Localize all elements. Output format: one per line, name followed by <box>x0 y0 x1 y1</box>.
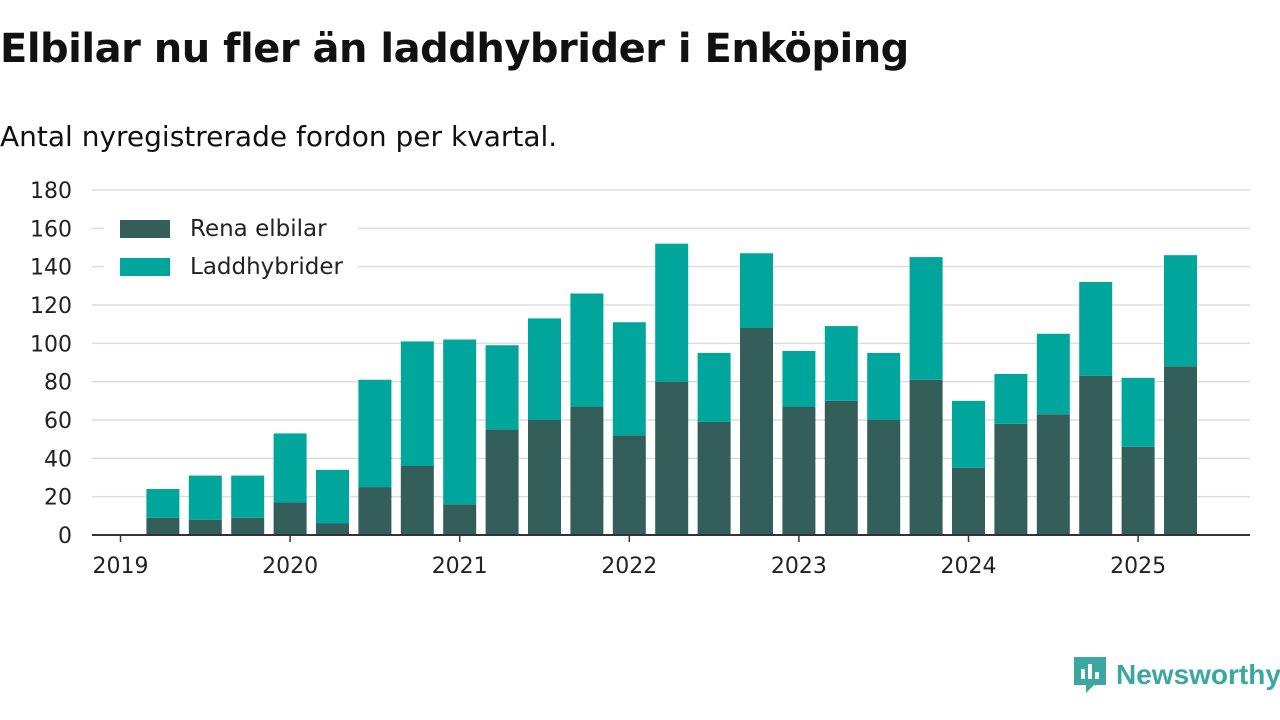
bar-segment <box>952 467 985 535</box>
bar-segment <box>612 322 646 436</box>
bar-segment <box>994 423 1028 535</box>
bar-segment <box>273 433 307 503</box>
bar-segment <box>1164 255 1197 367</box>
bar-segment <box>358 487 392 535</box>
newsworthy-logo-icon <box>1074 657 1106 693</box>
bar-segment <box>909 257 943 380</box>
x-tick-label: 2022 <box>601 554 657 579</box>
x-tick-label: 2020 <box>262 554 318 579</box>
bar-segment <box>782 406 816 535</box>
bar-segment <box>1121 446 1155 535</box>
legend-label: Laddhybrider <box>190 254 343 280</box>
y-tick-label: 140 <box>30 256 72 281</box>
bar-segment <box>485 429 519 535</box>
y-tick-label: 180 <box>30 179 72 204</box>
bar-segment <box>909 379 943 535</box>
stacked-bar-chart: 0 20 40 60 80 100 120 140 160 180 2019 2020 2021 2022… <box>30 179 1250 579</box>
y-tick-label: 20 <box>44 486 72 511</box>
legend-swatch <box>120 220 170 238</box>
bar-segment <box>655 381 689 535</box>
y-tick-label: 100 <box>30 332 72 357</box>
bar-segment <box>994 374 1028 424</box>
brand-logo: Newsworthy <box>1072 655 1280 695</box>
bar-segment <box>528 420 561 535</box>
chart-title: Elbilar nu fler än laddhybrider i Enköpi… <box>0 26 909 72</box>
y-tick-label: 40 <box>44 447 72 472</box>
bar-segment <box>824 326 858 401</box>
y-tick-label: 0 <box>58 524 72 549</box>
bar-segment <box>231 517 265 535</box>
brand-name: Newsworthy <box>1116 659 1280 690</box>
bar-segment <box>485 345 519 430</box>
legend-label: Rena elbilar <box>190 216 327 242</box>
bar-segment <box>1079 282 1113 376</box>
bar-segment <box>952 400 985 468</box>
bar-segment <box>867 420 901 535</box>
bar-segment <box>188 519 222 535</box>
x-tick-label: 2024 <box>941 554 997 579</box>
bar-segment <box>570 293 604 407</box>
x-tick-label: 2025 <box>1110 554 1166 579</box>
bar-segment <box>824 400 858 535</box>
y-tick-label: 120 <box>30 294 72 319</box>
bar-segment <box>1036 333 1070 415</box>
bar-segment <box>358 379 392 488</box>
bar-segment <box>655 243 689 382</box>
bar-segment <box>400 341 434 466</box>
y-tick-label: 160 <box>30 217 72 242</box>
bar-segment <box>273 502 307 535</box>
bar-segment <box>188 475 222 520</box>
bar-segment <box>316 523 349 535</box>
x-tick-label: 2019 <box>93 554 149 579</box>
bar-segment <box>1079 375 1113 535</box>
chart-subtitle: Antal nyregistrerade fordon per kvartal. <box>0 120 558 153</box>
bar-segment <box>528 318 561 420</box>
bar-segment <box>782 351 816 407</box>
bar-segment <box>740 253 773 328</box>
bar-segment <box>740 328 773 535</box>
bar-segment <box>1036 414 1070 535</box>
bar-segment <box>316 469 349 524</box>
bar-segment <box>612 435 646 535</box>
bar-segment <box>146 517 180 535</box>
bar-segment <box>1164 366 1197 535</box>
x-tick-label: 2023 <box>771 554 827 579</box>
bar-segment <box>443 504 477 535</box>
bar-segment <box>231 475 265 518</box>
legend-swatch <box>120 258 170 276</box>
bar-segment <box>697 421 731 535</box>
y-tick-label: 60 <box>44 409 72 434</box>
bar-segment <box>146 489 180 518</box>
x-tick-label: 2021 <box>432 554 488 579</box>
bar-segment <box>867 352 901 420</box>
bar-segment <box>400 466 434 535</box>
bar-segment <box>1121 377 1155 447</box>
y-tick-label: 80 <box>44 371 72 396</box>
bar-segment <box>443 339 477 505</box>
bar-segment <box>697 352 731 422</box>
bar-segment <box>570 406 604 535</box>
